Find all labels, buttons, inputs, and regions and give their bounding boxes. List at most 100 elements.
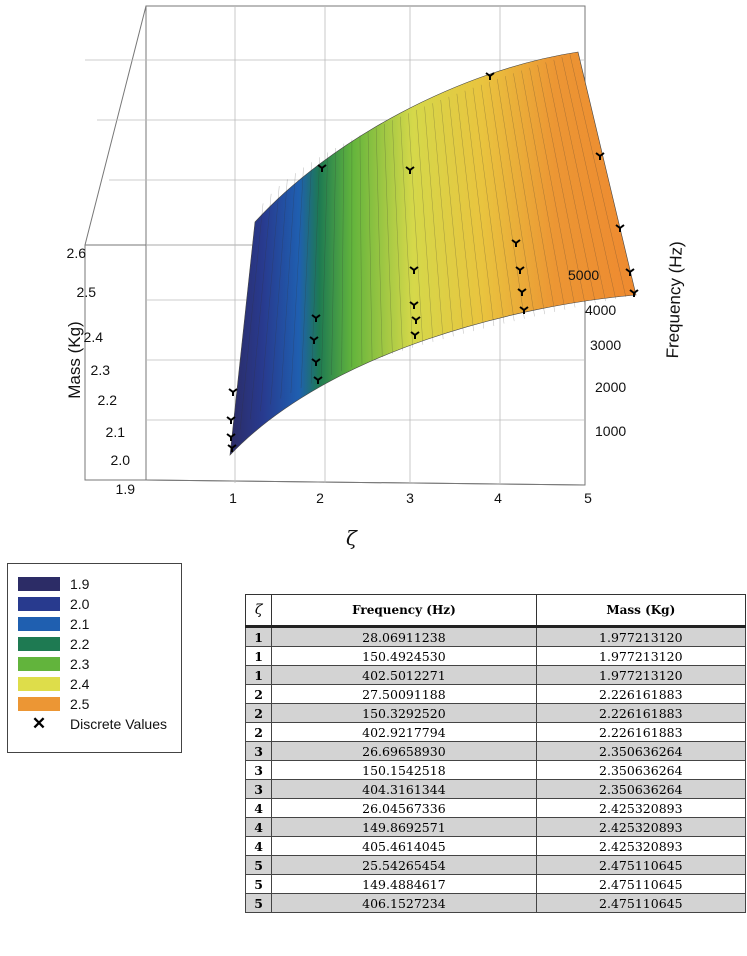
legend-label: 2.4: [70, 676, 90, 692]
discrete-value-marker: [410, 331, 420, 339]
discrete-value-marker: [311, 358, 321, 366]
cell-zeta: 1: [244, 665, 273, 685]
legend-item: 2.5: [18, 694, 181, 714]
cell-frequency: 149.8692571: [271, 817, 537, 837]
legend-item: 2.4: [18, 674, 181, 694]
cell-mass: 1.977213120: [535, 626, 747, 647]
legend-swatch: [18, 657, 60, 671]
cell-frequency: 404.3161344: [271, 779, 537, 799]
frequency-tick-label: 3000: [590, 337, 621, 353]
cell-zeta: 2: [244, 703, 273, 723]
frequency-tick-label: 4000: [585, 302, 616, 318]
cell-mass: 2.226161883: [535, 722, 747, 742]
zeta-tick-label: 1: [229, 490, 237, 506]
mass-tick-label: 2.3: [91, 362, 111, 378]
discrete-value-marker: [595, 152, 605, 160]
discrete-value-marker: [517, 288, 527, 296]
cell-mass: 1.977213120: [535, 646, 747, 666]
frequency-tick-label: 2000: [595, 379, 626, 395]
cell-zeta: 4: [244, 817, 273, 837]
table-header-row: ζ Frequency (Hz) Mass (Kg): [244, 594, 747, 628]
zeta-tick-label: 2: [316, 490, 324, 506]
cell-mass: 2.350636264: [535, 779, 747, 799]
discrete-value-marker: [311, 314, 321, 322]
legend-label: 2.3: [70, 656, 90, 672]
cell-mass: 2.226161883: [535, 703, 747, 723]
table-row: 1 28.06911238 1.977213120: [244, 626, 747, 647]
discrete-value-marker: [409, 266, 419, 274]
legend-swatch: [18, 637, 60, 651]
cell-zeta: 3: [244, 760, 273, 780]
cell-frequency: 150.1542518: [271, 760, 537, 780]
cell-zeta: 1: [244, 626, 273, 647]
discrete-value-marker: [309, 336, 319, 344]
legend-item: 2.2: [18, 634, 181, 654]
discrete-value-marker: [511, 239, 521, 247]
cell-zeta: 4: [244, 836, 273, 856]
legend-discrete-values: ✕ Discrete Values: [18, 714, 181, 734]
discrete-value-marker: [411, 316, 421, 324]
cell-frequency: 402.9217794: [271, 722, 537, 742]
mass-tick-label: 2.2: [98, 392, 118, 408]
cell-frequency: 402.5012271: [271, 665, 537, 685]
discrete-value-marker: [515, 266, 525, 274]
table-row: 2 402.9217794 2.226161883: [244, 722, 747, 742]
column-header-frequency: Frequency (Hz): [271, 594, 537, 628]
legend-label: 2.1: [70, 616, 90, 632]
frequency-ticks: 1000 2000 3000 4000 5000: [568, 267, 626, 439]
legend-item: 2.1: [18, 614, 181, 634]
legend-item: 2.3: [18, 654, 181, 674]
cell-mass: 2.350636264: [535, 741, 747, 761]
discrete-value-marker: [405, 166, 415, 174]
cell-mass: 2.425320893: [535, 798, 747, 818]
discrete-markers: [226, 72, 639, 452]
legend-discrete-label: Discrete Values: [70, 716, 168, 732]
table-row: 4 149.8692571 2.425320893: [244, 817, 747, 837]
cell-frequency: 25.54265454: [271, 855, 537, 875]
cell-zeta: 4: [244, 798, 273, 818]
cell-zeta: 2: [244, 722, 273, 742]
column-header-zeta: ζ: [244, 594, 273, 628]
cell-mass: 2.475110645: [535, 874, 747, 894]
cell-frequency: 150.4924530: [271, 646, 537, 666]
column-header-mass: Mass (Kg): [535, 594, 747, 628]
cross-icon: ✕: [31, 714, 47, 733]
table-row: 4 405.4614045 2.425320893: [244, 836, 747, 856]
discrete-value-marker: [227, 444, 237, 452]
mass-axis-label: Mass (Kg): [65, 321, 84, 398]
frequency-tick-label: 1000: [595, 423, 626, 439]
cell-frequency: 27.50091188: [271, 684, 537, 704]
table-row: 5 149.4884617 2.475110645: [244, 874, 747, 894]
cell-frequency: 406.1527234: [271, 893, 537, 913]
cell-zeta: 3: [244, 779, 273, 799]
zeta-tick-label: 5: [584, 490, 592, 506]
mass-tick-label: 2.1: [106, 424, 126, 440]
mass-ticks: 1.9 2.0 2.1 2.2 2.3 2.4 2.5 2.6: [67, 245, 136, 497]
frequency-tick-label: 5000: [568, 267, 599, 283]
discrete-value-marker: [615, 224, 625, 232]
legend-swatch: [18, 617, 60, 631]
discrete-value-marker: [625, 268, 635, 276]
table-row: 3 26.69658930 2.350636264: [244, 741, 747, 761]
legend-swatch: [18, 697, 60, 711]
zeta-tick-label: 4: [494, 490, 502, 506]
legend-label: 1.9: [70, 576, 90, 592]
discrete-value-marker: [409, 301, 419, 309]
legend: 1.9 2.0 2.1 2.2 2.3 2.4 2.5 ✕ Discrete Values: [7, 563, 182, 753]
table-row: 5 25.54265454 2.475110645: [244, 855, 747, 875]
cell-mass: 1.977213120: [535, 665, 747, 685]
cell-zeta: 2: [244, 684, 273, 704]
cell-mass: 2.226161883: [535, 684, 747, 704]
cell-zeta: 1: [244, 646, 273, 666]
cell-zeta: 5: [244, 893, 273, 913]
legend-swatch: [18, 677, 60, 691]
discrete-value-marker: [485, 72, 495, 80]
cell-mass: 2.425320893: [535, 836, 747, 856]
table-row: 4 26.04567336 2.425320893: [244, 798, 747, 818]
frequency-axis-label: Frequency (Hz): [663, 241, 686, 359]
mass-tick-label: 2.0: [111, 452, 131, 468]
cell-frequency: 405.4614045: [271, 836, 537, 856]
mass-surface: [229, 51, 637, 456]
discrete-value-marker: [228, 388, 238, 396]
discrete-value-marker: [226, 416, 236, 424]
